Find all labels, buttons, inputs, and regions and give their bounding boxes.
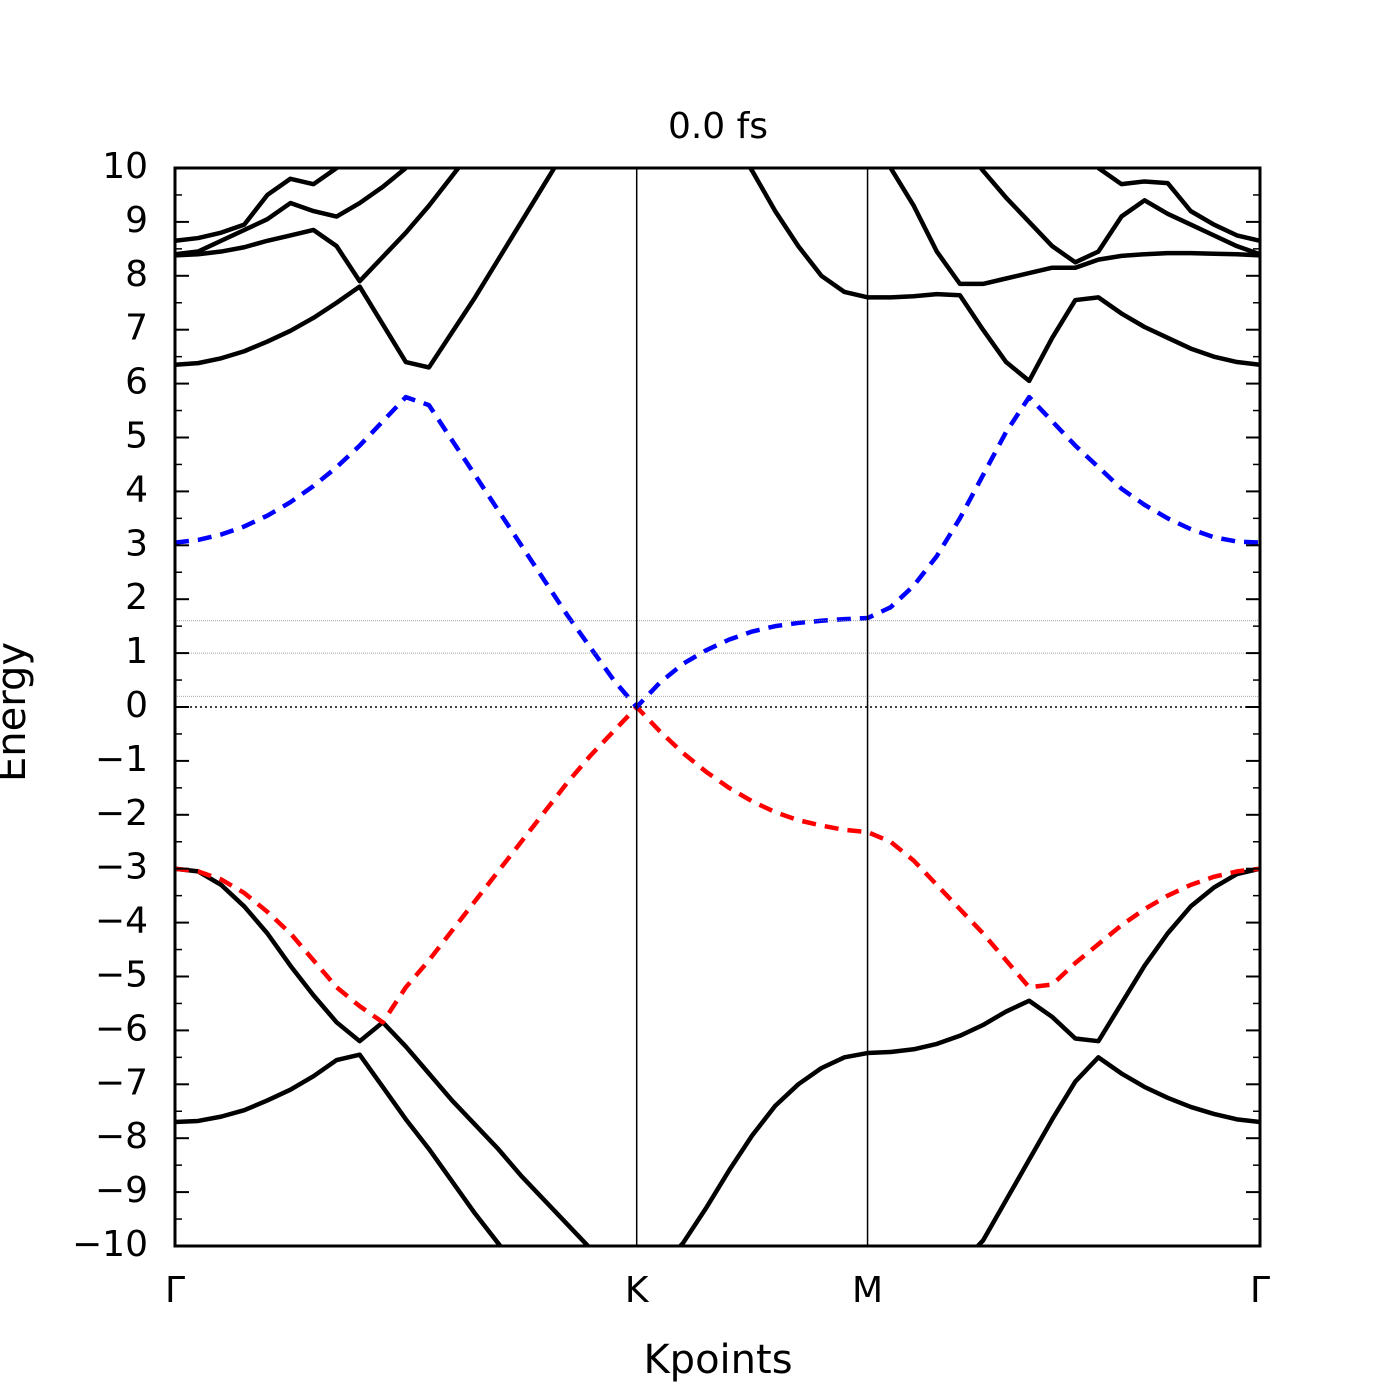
y-tick-label: −9 (95, 1170, 148, 1211)
y-tick-label: 2 (125, 577, 148, 618)
y-tick-label: 4 (125, 469, 148, 510)
y-tick-label: 5 (125, 416, 148, 457)
x-axis-label: Kpoints (643, 1337, 792, 1383)
chart-title: 0.0 fs (668, 106, 768, 147)
y-tick-label: 10 (102, 146, 148, 187)
y-tick-label: 3 (125, 523, 148, 564)
y-tick-label: 6 (125, 362, 148, 403)
y-axis-label: Energy (0, 642, 35, 782)
y-tick-label: −1 (95, 739, 148, 780)
band-line (175, 168, 1260, 287)
x-tick-label: K (625, 1270, 650, 1311)
band-line (175, 168, 1260, 384)
y-tick-label: 8 (125, 254, 148, 295)
y-tick-label: −10 (72, 1224, 148, 1265)
x-tick-label: Γ (165, 1270, 185, 1311)
y-tick-label: −4 (95, 901, 148, 942)
y-tick-label: −2 (95, 793, 148, 834)
y-tick-label: −8 (95, 1116, 148, 1157)
y-tick-label: 0 (125, 685, 148, 726)
band-line (175, 704, 1260, 1025)
band-line (175, 394, 1260, 710)
y-tick-label: −6 (95, 1008, 148, 1049)
y-tick-label: 7 (125, 308, 148, 349)
y-tick-label: −5 (95, 955, 148, 996)
x-tick-label: M (852, 1270, 883, 1311)
y-tick-label: −3 (95, 847, 148, 888)
plot-frame (173, 166, 1262, 1248)
y-tick-label: 1 (125, 631, 148, 672)
band-line (175, 168, 1260, 265)
y-tick-label: 9 (125, 200, 148, 241)
band-line (175, 866, 1260, 1246)
plot-area (175, 168, 1260, 1246)
band-line (175, 1052, 1260, 1246)
x-tick-label: Γ (1250, 1270, 1270, 1311)
y-tick-label: −7 (95, 1062, 148, 1103)
